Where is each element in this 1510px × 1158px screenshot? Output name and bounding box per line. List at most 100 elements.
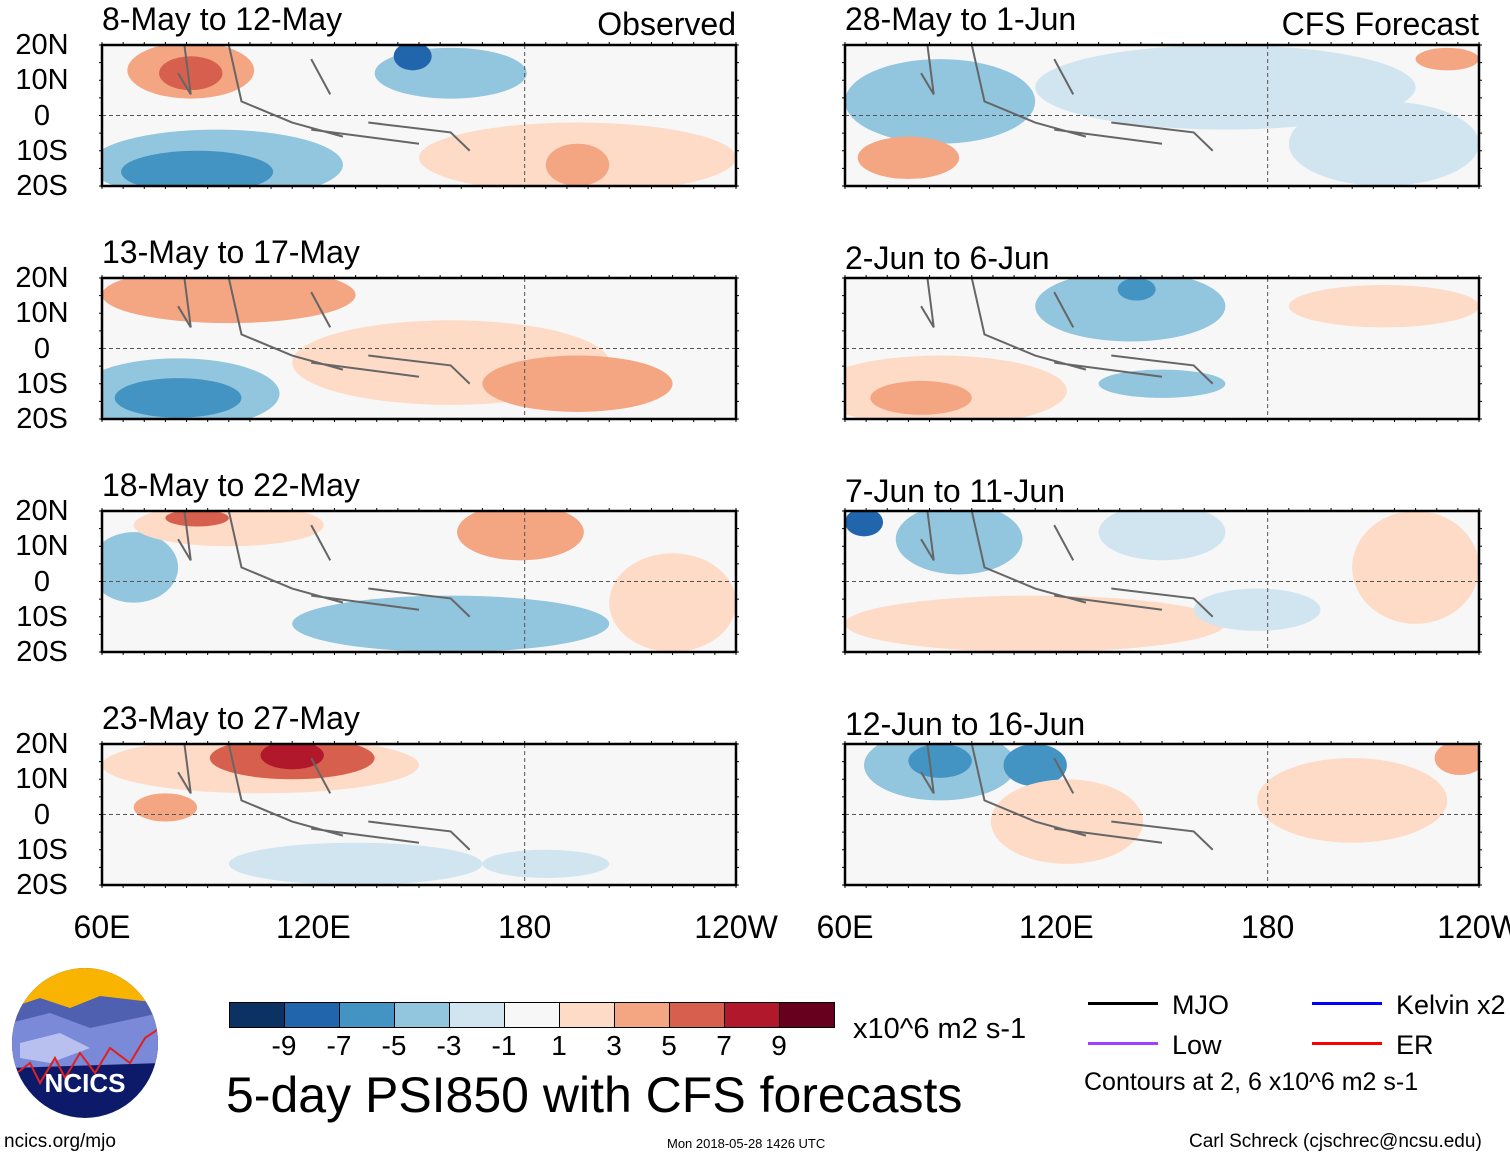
timestamp: Mon 2018-05-28 1426 UTC (667, 1136, 826, 1151)
lon-label: 120E (1018, 909, 1094, 945)
anomaly-contour (1193, 588, 1321, 631)
panel-title: 7-Jun to 11-Jun (845, 473, 1065, 509)
panel-source-label: Observed (597, 6, 736, 42)
colorbar-tick: -1 (491, 1030, 517, 1061)
lat-label: 20N (15, 262, 69, 294)
colorbar-tick: -9 (271, 1030, 297, 1061)
colorbar-swatch (230, 1003, 285, 1027)
lat-label: 10N (15, 530, 69, 563)
colorbar-swatch (450, 1003, 505, 1027)
lat-label: 20S (16, 403, 68, 435)
coastline (177, 511, 471, 618)
map-panel-right-2 (842, 508, 1482, 655)
map-panel-left-2 (99, 508, 739, 655)
colorbar-swatch (780, 1003, 834, 1027)
lon-label: 60E (73, 909, 131, 945)
anomaly-contour (1288, 101, 1479, 186)
anomaly-contour (845, 595, 1226, 652)
coastline (177, 278, 471, 385)
coastline (177, 45, 471, 152)
anomaly-contour (1098, 511, 1226, 561)
coastline (920, 45, 1214, 152)
anomaly-contour (1035, 45, 1416, 130)
anomaly-contour (845, 59, 1036, 144)
colorbar-swatch (725, 1003, 780, 1027)
colorbar-tick: -5 (381, 1030, 407, 1061)
anomaly-contour (102, 532, 179, 603)
anomaly-contour (159, 56, 223, 91)
lon-label: 120W (694, 909, 778, 945)
legend-label: ER (1396, 1030, 1434, 1060)
anomaly-contour (393, 45, 432, 71)
colorbar-swatch (560, 1003, 615, 1027)
colorbar (229, 1002, 835, 1028)
anomaly-contour (1434, 744, 1479, 776)
colorbar-tick: -7 (326, 1030, 352, 1061)
lat-label: 10N (15, 64, 69, 97)
figure-title: 5-day PSI850 with CFS forecasts (226, 1067, 963, 1123)
anomaly-contour (133, 793, 198, 822)
anomaly-contour (1352, 511, 1479, 624)
site-link[interactable]: ncics.org/mjo (4, 1131, 116, 1152)
lat-label: 10N (15, 297, 69, 330)
lat-label: 20S (16, 869, 68, 901)
lat-label: 10N (15, 763, 69, 796)
anomaly-contour (482, 355, 673, 412)
lat-label: 0 (33, 99, 51, 132)
svg-text:NCICS: NCICS (45, 1068, 126, 1098)
legend-label: Low (1172, 1030, 1222, 1060)
coastline (920, 511, 1214, 618)
lon-label: 180 (497, 909, 552, 945)
anomaly-contour (1098, 369, 1226, 398)
anomaly-contour (482, 849, 610, 878)
anomaly-contour (545, 143, 610, 186)
anomaly-contour (908, 744, 972, 778)
anomaly-contour (609, 553, 736, 652)
colorbar-tick: 7 (716, 1030, 732, 1061)
anomaly-contour (260, 744, 324, 770)
coastline (920, 278, 1214, 385)
anomaly-contour (121, 150, 274, 186)
map-panel-left-1 (99, 275, 739, 422)
lon-label: 180 (1240, 909, 1295, 945)
lat-label: 20N (15, 29, 69, 61)
anomaly-contour (990, 779, 1143, 864)
anomaly-contour (292, 595, 610, 652)
colorbar-tick: 1 (551, 1030, 567, 1061)
colorbar-swatch (505, 1003, 560, 1027)
anomaly-contour (457, 511, 584, 561)
anomaly-contour (102, 278, 356, 324)
map-panel-right-1 (842, 275, 1482, 422)
lat-label: 20N (15, 495, 69, 527)
map-panel-left-3 (99, 741, 739, 888)
legend-label: Kelvin x2 (1396, 990, 1506, 1020)
legend-label: MJO (1172, 990, 1229, 1020)
legend-line-1 (1312, 1002, 1382, 1005)
colorbar-units: x10^6 m2 s-1 (853, 1013, 1027, 1045)
panel-title: 28-May to 1-Jun (845, 1, 1077, 37)
anomaly-contour (1003, 744, 1067, 787)
lon-label: 60E (816, 909, 874, 945)
anomaly-contour (857, 136, 960, 179)
panel-title: 23-May to 27-May (102, 700, 360, 736)
legend-line-2 (1088, 1042, 1158, 1045)
coastline (920, 744, 1214, 851)
lat-label: 0 (33, 565, 51, 598)
lon-label: 120E (275, 909, 351, 945)
anomaly-contour (1415, 47, 1479, 71)
anomaly-contour (870, 380, 972, 415)
anomaly-contour (114, 378, 242, 418)
credit: Carl Schreck (cjschrec@ncsu.edu) (1189, 1131, 1482, 1152)
lat-label: 10S (16, 367, 68, 400)
colorbar-tick: 5 (661, 1030, 677, 1061)
lat-label: 20S (16, 636, 68, 668)
anomaly-contour (1117, 278, 1156, 301)
lon-label: 120W (1437, 909, 1510, 945)
anomaly-contour (1035, 278, 1226, 342)
ncics-logo: NCICS (12, 968, 158, 1118)
panel-title: 18-May to 22-May (102, 467, 360, 503)
lat-label: 10S (16, 600, 68, 633)
panel-title: 13-May to 17-May (102, 234, 360, 270)
panel-title: 8-May to 12-May (102, 1, 343, 37)
